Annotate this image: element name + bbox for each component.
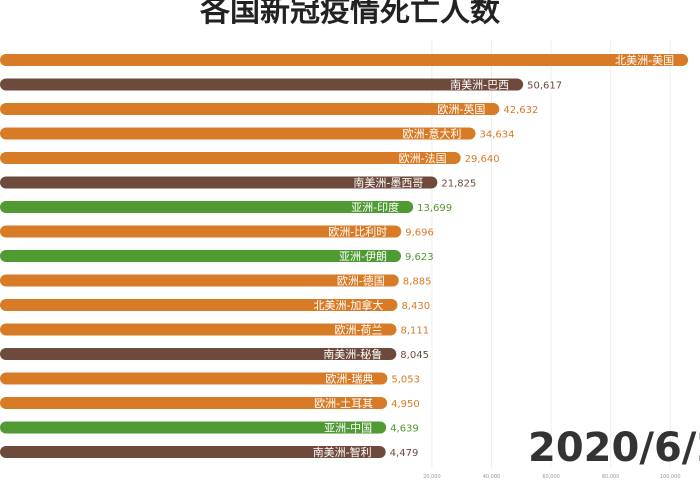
bar-value-label: 5,053 [391,375,420,386]
bar-row: 欧洲-瑞典 5,053 [0,372,420,386]
bar-row: 南美洲-秘鲁 8,045 [0,347,429,361]
bar-category-label: 北美洲-加拿大 [313,298,383,312]
x-tick-label: 80,000 [602,474,620,480]
bar-row: 南美洲-巴西 50,617 [0,78,562,92]
bar [0,421,387,434]
bar-row: 亚洲-印度 13,699 [0,200,452,214]
bar-value-label: 8,885 [403,277,432,288]
bar-category-label: 欧洲-瑞典 [325,372,373,386]
bar-row: 欧洲-英国 42,632 [0,102,538,116]
bar-row: 欧洲-法国 29,640 [0,151,500,165]
bar [0,250,402,262]
bar-value-label: 8,111 [401,326,430,337]
bar-row: 亚洲-伊朗 9,623 [0,250,434,263]
bar-category-label: 欧洲-英国 [437,102,485,116]
bar-category-label: 北美洲-美国 [615,54,674,67]
bar [0,152,461,164]
bar-row: 南美洲-墨西哥 21,825 [0,176,476,190]
bar [0,201,414,213]
bar [0,397,388,409]
bar-value-label: 13,699 [417,203,452,214]
bar-value-label: 4,639 [390,424,419,435]
bar-category-label: 亚洲-中国 [324,422,372,435]
bar-value-label: 8,430 [401,301,430,312]
bar-category-label: 欧洲-德国 [337,274,385,288]
bar-value-label: 4,479 [390,448,419,459]
bar [0,274,399,287]
bar [0,176,438,189]
bar-category-label: 南美洲-智利 [313,445,372,459]
bar [0,372,388,385]
bar [0,446,386,458]
bar-row: 北美洲-美国 [0,54,689,67]
x-tick-label: 100,000 [660,474,681,480]
bar-value-label: 21,825 [441,179,476,190]
bar-value-label: 29,640 [465,154,500,165]
bar-category-label: 南美洲-墨西哥 [353,177,423,190]
bar-value-label: 34,634 [480,130,515,141]
bar-value-label: 8,045 [400,350,429,361]
bar-row: 欧洲-土耳其 4,950 [0,397,420,410]
bar-category-label: 欧洲-意大利 [403,127,462,141]
bar [0,299,398,311]
bar-row: 欧洲-德国 8,885 [0,274,431,288]
bar-value-label: 9,696 [405,228,434,239]
bar [0,225,402,238]
bar [0,323,397,336]
bar-value-label: 9,623 [405,252,434,263]
chart-title: 各国新冠疫情死亡人数 [200,0,500,29]
bar [0,348,397,360]
bar-category-label: 亚洲-伊朗 [339,250,387,263]
bar-category-label: 南美洲-巴西 [450,79,509,92]
bar-row: 欧洲-荷兰 8,111 [0,323,430,337]
x-tick-label: 40,000 [483,474,501,480]
bar-category-label: 南美洲-秘鲁 [323,347,382,361]
bar [0,103,500,115]
bar-row: 亚洲-中国 4,639 [0,421,419,435]
bar [0,127,476,140]
x-tick-label: 60,000 [542,474,560,480]
bar-value-label: 42,632 [503,105,538,116]
bar-category-label: 欧洲-法国 [399,151,447,165]
bar-value-label: 50,617 [527,81,562,92]
bar-row: 欧洲-意大利 34,634 [0,127,515,141]
date-label: 2020/6/2 [528,425,700,471]
bar-row: 南美洲-智利 4,479 [0,445,418,459]
bar [0,78,524,91]
bar-row: 北美洲-加拿大 8,430 [0,298,430,312]
x-tick-label: 20,000 [423,474,441,480]
bar-row: 欧洲-比利时 9,696 [0,225,434,239]
bar-category-label: 欧洲-土耳其 [314,397,373,410]
bar-value-label: 4,950 [391,399,420,410]
bar-category-label: 亚洲-印度 [351,200,399,214]
bar [0,54,689,66]
bar-category-label: 欧洲-比利时 [328,226,387,239]
bar-category-label: 欧洲-荷兰 [335,324,383,337]
